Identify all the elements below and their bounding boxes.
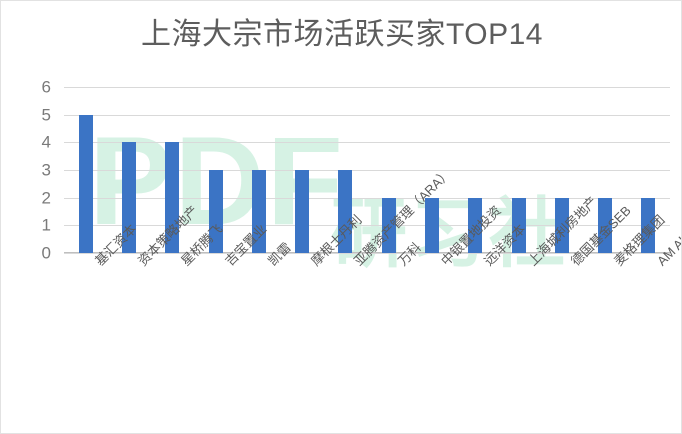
gridline: [64, 170, 670, 171]
chart-title: 上海大宗市场活跃买家TOP14: [141, 18, 543, 51]
bar[interactable]: [121, 142, 136, 253]
y-axis-tick-label: 4: [41, 132, 51, 152]
plot-area: 6 5 4 3 2 1 0: [42, 79, 670, 262]
gridline: [64, 87, 670, 88]
x-axis-tick-label-wrapper: 万科: [395, 240, 424, 269]
bar[interactable]: [424, 197, 439, 253]
gridline: [64, 142, 670, 144]
x-axis-tick-label-wrapper: 摩根士丹利: [308, 212, 365, 269]
y-axis-tick-label: 1: [41, 215, 51, 235]
bar-series: [64, 87, 670, 253]
x-axis-tick-label-wrapper: 上海城利房地产: [525, 194, 600, 269]
x-axis-tick-label-wrapper: 麦格理集团: [611, 212, 668, 269]
bar[interactable]: [295, 170, 310, 253]
y-axis-tick-label: 5: [41, 105, 51, 125]
x-axis-tick-label-wrapper: 基汇资本: [92, 221, 139, 268]
x-axis-tick-label-wrapper: 星桥腾飞: [178, 221, 225, 268]
bar[interactable]: [381, 197, 396, 253]
bar[interactable]: [78, 114, 93, 253]
x-axis-tick-label-wrapper: AM Alpha: [654, 219, 681, 269]
y-axis-tick-label: 2: [41, 188, 51, 208]
gridline: [64, 114, 670, 116]
gridline: [64, 225, 670, 227]
bar[interactable]: [554, 197, 569, 253]
x-axis-tick-label-wrapper: 远洋资本: [481, 221, 528, 268]
bar[interactable]: [251, 170, 266, 253]
x-axis-tick-label-wrapper: 吉宝置业: [222, 221, 269, 268]
bar[interactable]: [511, 197, 526, 253]
x-axis-tick-label-wrapper: 资本策略地产: [135, 203, 201, 269]
bar[interactable]: [208, 170, 223, 253]
y-axis-tick-label: 3: [41, 160, 51, 180]
x-axis-tick-label-wrapper: 亚腾资产管理（ARA）: [351, 166, 454, 269]
bar[interactable]: [641, 197, 656, 253]
bar[interactable]: [338, 170, 353, 253]
y-axis-tick-label: 0: [41, 243, 51, 263]
x-axis-line: [64, 252, 670, 253]
y-axis-tick-label: 6: [41, 77, 51, 97]
x-axis-tick-label-wrapper: 德国基金SEB: [568, 203, 634, 269]
bar[interactable]: [165, 142, 180, 253]
x-axis-tick-label-wrapper: 中银置地投资: [438, 203, 504, 269]
bar[interactable]: [468, 197, 483, 253]
x-axis-tick-label-wrapper: 凯雷: [265, 240, 294, 269]
gridline: [64, 253, 670, 254]
gridline: [64, 197, 670, 199]
bar[interactable]: [598, 197, 613, 253]
